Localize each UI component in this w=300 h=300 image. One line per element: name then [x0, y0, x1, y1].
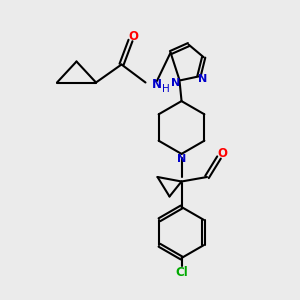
Text: N: N [171, 79, 181, 88]
Text: Cl: Cl [175, 266, 188, 280]
Text: O: O [128, 30, 139, 44]
Text: N: N [177, 154, 186, 164]
Text: N: N [152, 78, 162, 92]
Text: N: N [198, 74, 207, 84]
Text: H: H [162, 84, 170, 94]
Text: O: O [217, 147, 227, 161]
